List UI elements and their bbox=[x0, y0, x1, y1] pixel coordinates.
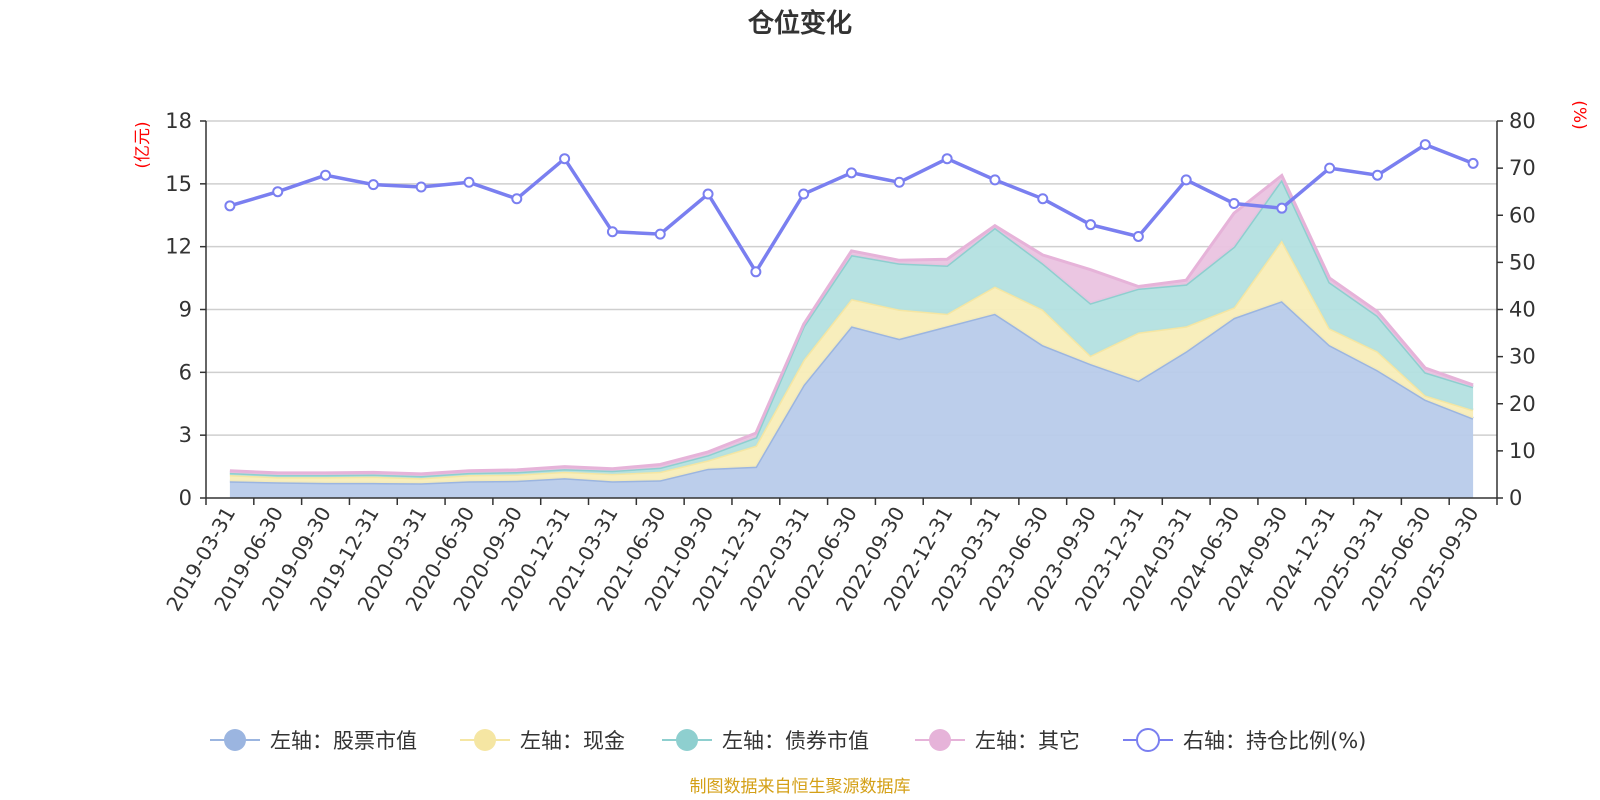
legend-marker bbox=[1136, 728, 1160, 752]
ratio-point bbox=[224, 200, 236, 212]
ratio-point bbox=[989, 174, 1001, 186]
legend: 左轴：股票市值 左轴：现金 左轴：债券市值 左轴：其它 右轴：持仓比例(%) bbox=[210, 728, 1366, 753]
ratio-point bbox=[1228, 197, 1240, 209]
legend-marker bbox=[224, 729, 246, 751]
ratio-point bbox=[367, 179, 379, 191]
right-axis-tick-label: 0 bbox=[1509, 486, 1522, 510]
legend-label: 左轴：债券市值 bbox=[722, 729, 869, 753]
legend-label: 左轴：股票市值 bbox=[270, 729, 417, 753]
area-series-1 bbox=[229, 301, 1474, 498]
ratio-point bbox=[846, 167, 857, 179]
left-axis-tick-label: 6 bbox=[179, 360, 192, 384]
legend-label: 左轴：其它 bbox=[975, 729, 1080, 753]
left-axis-tick-label: 18 bbox=[165, 109, 192, 133]
ratio-point bbox=[702, 188, 714, 200]
legend-item-1: 左轴：股票市值 bbox=[210, 729, 417, 753]
ratio-point bbox=[654, 228, 666, 240]
ratio-point bbox=[1467, 157, 1479, 169]
ratio-point bbox=[941, 153, 953, 165]
legend-item-5: 右轴：持仓比例(%) bbox=[1123, 728, 1366, 753]
legend-marker bbox=[474, 729, 496, 751]
right-axis-tick-label: 80 bbox=[1509, 109, 1536, 133]
right-axis-tick-label: 10 bbox=[1509, 439, 1536, 463]
legend-item-3: 左轴：债券市值 bbox=[662, 729, 869, 753]
right-axis-tick-label: 30 bbox=[1509, 345, 1536, 369]
right-axis-tick-label: 40 bbox=[1509, 298, 1536, 322]
legend-item-4: 左轴：其它 bbox=[915, 729, 1080, 753]
left-axis-tick-label: 3 bbox=[179, 423, 192, 447]
left-axis-tick-label: 12 bbox=[165, 235, 192, 259]
ratio-point bbox=[511, 193, 523, 205]
ratio-point bbox=[798, 188, 810, 200]
ratio-point bbox=[1371, 169, 1383, 181]
ratio-point bbox=[750, 266, 762, 278]
ratio-point bbox=[1085, 219, 1097, 231]
ratio-point bbox=[272, 186, 284, 198]
legend-label: 右轴：持仓比例(%) bbox=[1183, 729, 1366, 753]
right-axis-tick-label: 70 bbox=[1509, 156, 1536, 180]
left-axis-tick-label: 0 bbox=[179, 486, 192, 510]
ratio-point bbox=[320, 169, 332, 181]
ratio-point bbox=[1037, 193, 1049, 205]
left-axis-tick-label: 15 bbox=[165, 172, 192, 196]
right-axis-tick-label: 60 bbox=[1509, 203, 1536, 227]
ratio-point bbox=[1419, 139, 1431, 151]
left-axis-tick-label: 9 bbox=[179, 298, 192, 322]
ratio-point bbox=[559, 153, 571, 165]
chart-title: 仓位变化 bbox=[747, 8, 852, 39]
legend-item-2: 左轴：现金 bbox=[460, 729, 625, 753]
right-axis-tick-label: 50 bbox=[1509, 250, 1536, 274]
ratio-line bbox=[224, 139, 1479, 278]
ratio-point bbox=[1180, 174, 1192, 186]
left-axis-unit: (亿元) bbox=[133, 121, 153, 168]
legend-marker bbox=[929, 729, 951, 751]
right-axis-unit: (%) bbox=[1569, 100, 1589, 129]
ratio-point bbox=[893, 176, 905, 188]
ratio-point bbox=[415, 181, 427, 193]
area-edge-series-4 bbox=[229, 173, 1474, 476]
data-source-note: 制图数据来自恒生聚源数据库 bbox=[690, 777, 911, 797]
legend-label: 左轴：现金 bbox=[520, 729, 625, 753]
ratio-point bbox=[1324, 162, 1336, 174]
ratio-point bbox=[1132, 230, 1144, 242]
ratio-point bbox=[1276, 202, 1288, 214]
ratio-point bbox=[606, 226, 618, 238]
right-axis-tick-label: 20 bbox=[1509, 392, 1536, 416]
legend-marker bbox=[676, 729, 698, 751]
ratio-point bbox=[463, 176, 475, 188]
stacked-areas bbox=[229, 173, 1474, 498]
